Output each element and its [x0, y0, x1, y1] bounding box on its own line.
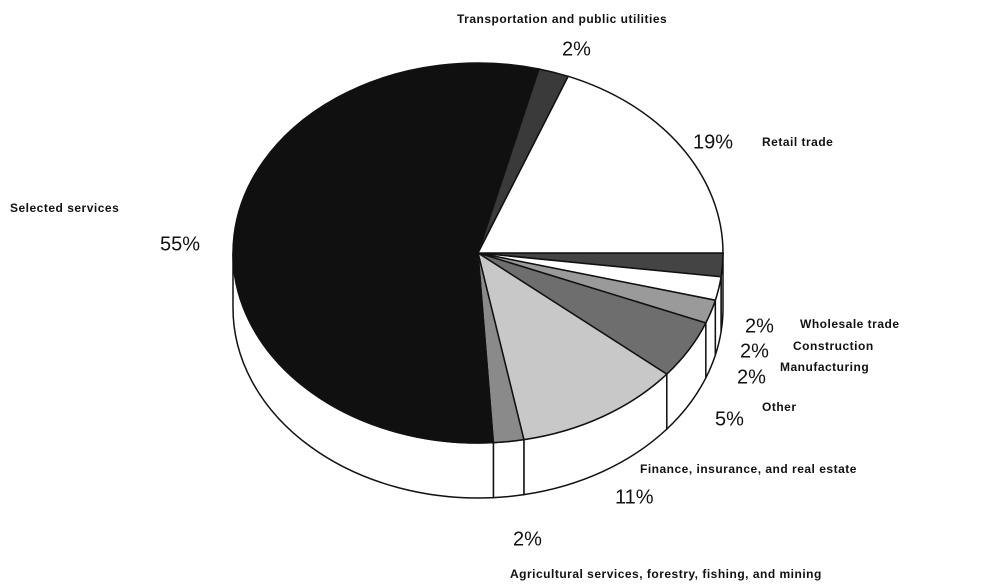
value-label: 55%	[160, 233, 200, 255]
value-label: 2%	[745, 315, 774, 337]
slice-label: Retail trade	[762, 135, 833, 149]
value-label: 5%	[715, 408, 744, 430]
pie-slice	[476, 75, 724, 254]
slice-label: Selected services	[10, 201, 119, 215]
pie-side	[492, 438, 525, 499]
pie-slice	[232, 62, 540, 444]
slice-label: Agricultural services, forestry, fishing…	[510, 567, 822, 581]
value-label: 2%	[562, 38, 591, 60]
pie-slice	[476, 251, 668, 441]
slice-label: Transportation and public utilities	[457, 12, 667, 26]
value-label: 2%	[513, 528, 542, 550]
value-label: 2%	[737, 366, 766, 388]
value-label: 11%	[615, 486, 654, 508]
slice-label: Other	[762, 400, 797, 414]
slice-label: Finance, insurance, and real estate	[640, 462, 857, 476]
value-label: 2%	[740, 340, 769, 362]
value-label: 19%	[693, 131, 733, 153]
slice-label: Manufacturing	[780, 360, 869, 374]
slice-label: Wholesale trade	[800, 317, 900, 331]
slice-label: Construction	[793, 339, 874, 353]
